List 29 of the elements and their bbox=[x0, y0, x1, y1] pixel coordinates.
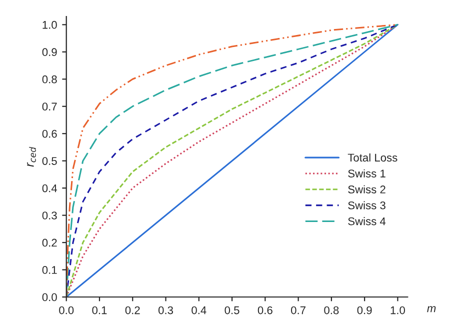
legend-label: Swiss 1 bbox=[348, 169, 386, 178]
x-tick-label: 0.9 bbox=[357, 306, 372, 314]
x-axis-title: m bbox=[427, 306, 436, 312]
y-tick-label: 1.0 bbox=[42, 20, 57, 29]
x-tick-label: 0.4 bbox=[192, 306, 206, 314]
y-tick-label: 0.9 bbox=[42, 48, 57, 56]
x-tick-label: 0.1 bbox=[92, 306, 107, 314]
legend-label: Swiss 2 bbox=[348, 185, 386, 194]
y-tick-label: 0.4 bbox=[42, 184, 58, 192]
x-tick-label: 0.0 bbox=[59, 306, 74, 314]
x-tick-label: 0.5 bbox=[224, 306, 240, 314]
y-tick-label: 0.6 bbox=[42, 130, 57, 138]
y-tick-label: 0.5 bbox=[42, 157, 57, 165]
x-tick-label: 0.3 bbox=[158, 306, 173, 314]
x-tick-label: 0.2 bbox=[125, 306, 140, 314]
legend-label: Swiss 3 bbox=[348, 201, 386, 210]
y-tick-label: 0.3 bbox=[42, 212, 57, 220]
x-tick-label: 1.0 bbox=[390, 306, 405, 314]
y-tick-label: 0.2 bbox=[42, 238, 57, 247]
y-tick-label: 0.8 bbox=[42, 75, 57, 84]
y-axis-title: r$_{ced}$ bbox=[26, 146, 36, 167]
x-tick-label: 0.6 bbox=[258, 306, 272, 314]
y-tick-label: 0.7 bbox=[42, 102, 57, 111]
y-tick-label: 0.1 bbox=[42, 266, 57, 274]
x-tick-label: 0.8 bbox=[324, 306, 339, 314]
x-tick-label: 0.7 bbox=[291, 306, 306, 314]
legend-label: Swiss 4 bbox=[348, 217, 386, 226]
y-tick-label: 0.0 bbox=[42, 293, 57, 302]
legend-label: Total Loss bbox=[348, 153, 398, 162]
